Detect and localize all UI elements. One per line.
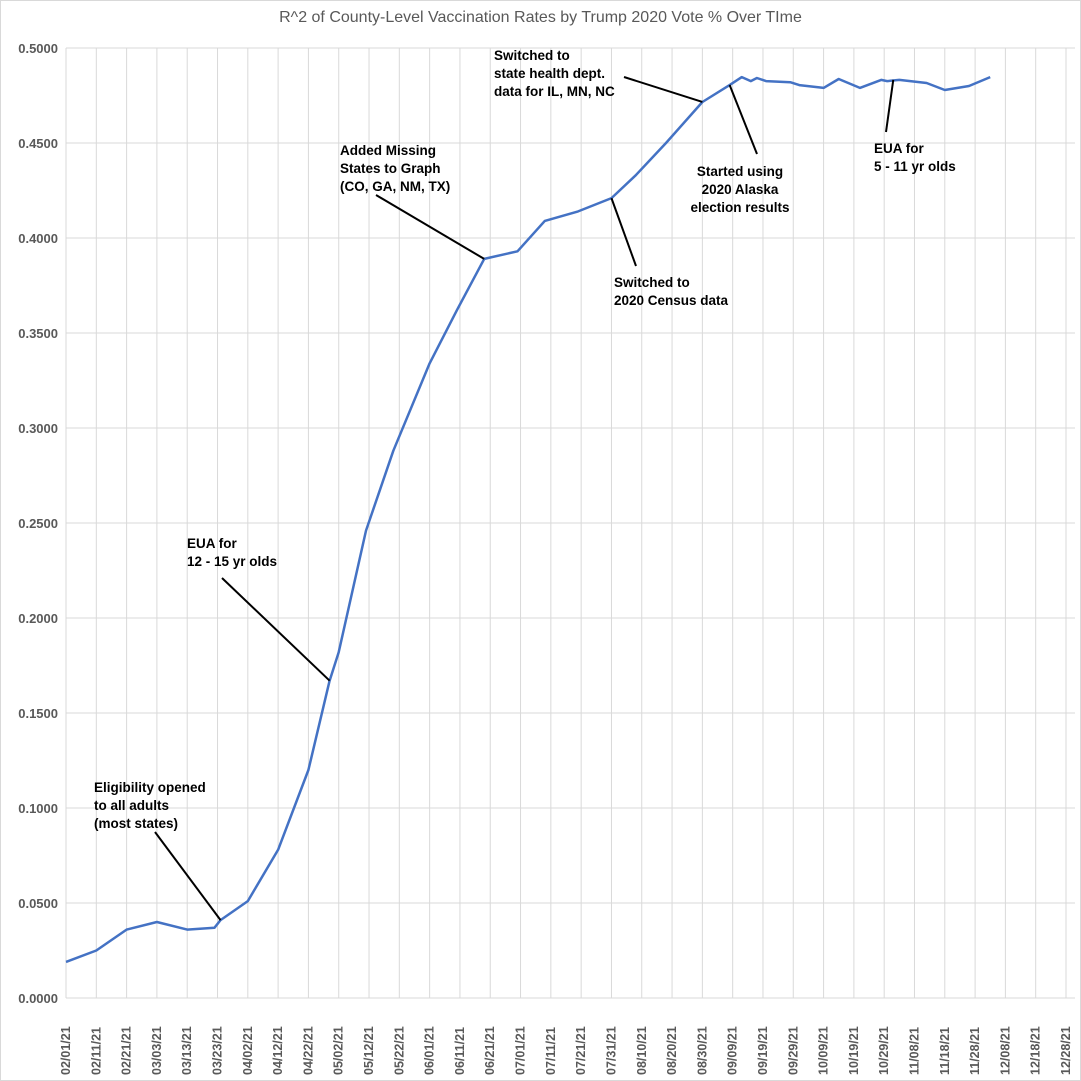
y-tick-label: 0.4500 [18, 136, 58, 151]
annotation-text: 12 - 15 yr olds [187, 554, 277, 569]
annotation-text: (most states) [94, 816, 178, 831]
x-tick-label: 06/11/21 [453, 1027, 467, 1075]
annotation-text: 2020 Alaska [702, 182, 779, 197]
annotation-text: to all adults [94, 798, 169, 813]
y-tick-label: 0.4000 [18, 231, 58, 246]
annotation-pointer [375, 194, 485, 260]
annotation-text: EUA for [874, 141, 924, 156]
y-tick-label: 0.0500 [18, 896, 58, 911]
annotation-text: Switched to [614, 275, 690, 290]
x-tick-label: 07/01/21 [514, 1026, 528, 1075]
x-tick-label: 05/22/21 [392, 1026, 406, 1075]
x-tick-label: 10/29/21 [877, 1026, 891, 1075]
x-tick-label: 07/21/21 [574, 1026, 588, 1075]
x-tick-label: 04/12/21 [271, 1026, 285, 1075]
annotation-text: Switched to [494, 48, 570, 63]
x-tick-label: 08/10/21 [635, 1026, 649, 1075]
x-tick-label: 09/29/21 [786, 1026, 800, 1075]
annotation-pointer [610, 197, 637, 267]
x-tick-label: 07/31/21 [604, 1026, 618, 1075]
x-tick-label: 05/12/21 [362, 1026, 376, 1075]
x-tick-label: 11/28/21 [968, 1027, 982, 1075]
x-tick-label: 06/21/21 [483, 1026, 497, 1075]
annotation-text: Eligibility opened [94, 780, 206, 795]
annotation-text: 2020 Census data [614, 293, 729, 308]
y-tick-label: 0.3000 [18, 421, 58, 436]
annotation-pointer [885, 79, 895, 133]
y-tick-label: 0.1500 [18, 706, 58, 721]
annotation-pointer [154, 831, 222, 921]
annotation-text: state health dept. [494, 66, 605, 81]
x-tick-label: 12/18/21 [1029, 1026, 1043, 1075]
annotation-text: election results [690, 200, 789, 215]
y-tick-label: 0.0000 [18, 991, 58, 1006]
annotation-text: 5 - 11 yr olds [874, 159, 956, 174]
annotation-pointer [221, 577, 331, 682]
annotation-text: States to Graph [340, 161, 441, 176]
y-tick-label: 0.2000 [18, 611, 58, 626]
annotation-text: Started using [697, 164, 783, 179]
annotation-pointer [728, 84, 758, 155]
x-tick-label: 10/19/21 [847, 1026, 861, 1075]
x-tick-label: 10/09/21 [817, 1026, 831, 1075]
x-tick-label: 03/23/21 [211, 1026, 225, 1075]
data-series-line [65, 75, 991, 964]
x-tick-label: 12/08/21 [998, 1026, 1012, 1075]
x-tick-label: 11/18/21 [938, 1027, 952, 1075]
annotation-text: EUA for [187, 536, 237, 551]
x-tick-label: 03/03/21 [150, 1026, 164, 1075]
y-tick-label: 0.1000 [18, 801, 58, 816]
x-tick-label: 09/09/21 [726, 1026, 740, 1075]
x-tick-label: 12/28/21 [1059, 1026, 1073, 1075]
x-tick-label: 02/11/21 [89, 1027, 103, 1075]
x-tick-label: 05/02/21 [332, 1026, 346, 1075]
annotation-pointer [623, 76, 703, 103]
y-tick-label: 0.5000 [18, 41, 58, 56]
annotation-text: Added Missing [340, 143, 436, 158]
x-tick-label: 02/21/21 [120, 1026, 134, 1075]
x-tick-label: 02/01/21 [59, 1026, 73, 1075]
x-tick-label: 06/01/21 [423, 1026, 437, 1075]
x-tick-label: 04/22/21 [301, 1026, 315, 1075]
annotation-text: data for IL, MN, NC [494, 84, 615, 99]
x-tick-label: 08/30/21 [695, 1026, 709, 1075]
x-tick-label: 07/11/21 [544, 1027, 558, 1075]
annotation-text: (CO, GA, NM, TX) [340, 179, 450, 194]
x-tick-label: 04/02/21 [241, 1026, 255, 1075]
x-tick-label: 03/13/21 [180, 1026, 194, 1075]
x-tick-label: 11/08/21 [907, 1027, 921, 1075]
y-tick-label: 0.2500 [18, 516, 58, 531]
x-tick-label: 09/19/21 [756, 1026, 770, 1075]
chart-title: R^2 of County-Level Vaccination Rates by… [279, 9, 802, 26]
y-tick-label: 0.3500 [18, 326, 58, 341]
x-tick-label: 08/20/21 [665, 1026, 679, 1075]
